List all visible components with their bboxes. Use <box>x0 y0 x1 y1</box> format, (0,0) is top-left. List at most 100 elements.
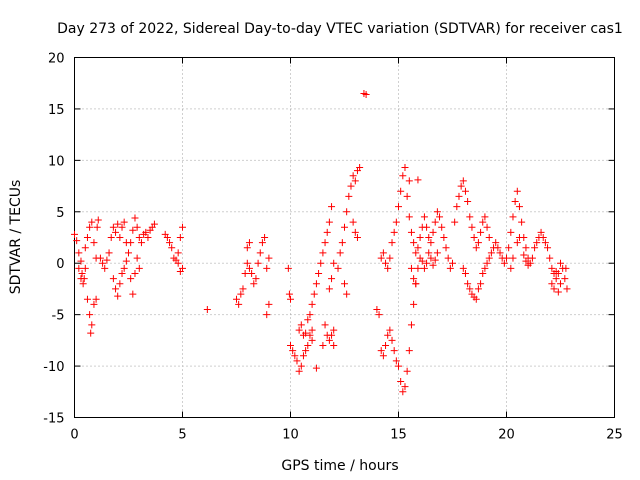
data-point <box>410 300 418 308</box>
data-point <box>297 362 305 370</box>
data-point <box>252 275 260 283</box>
data-point <box>293 357 301 365</box>
data-point <box>472 295 480 303</box>
data-point <box>129 290 137 298</box>
data-point <box>133 254 141 262</box>
data-point <box>386 326 394 334</box>
data-point <box>405 347 413 355</box>
data-point <box>233 295 240 303</box>
data-point <box>142 228 150 236</box>
data-point <box>550 285 558 293</box>
data-point <box>418 257 426 265</box>
data-point <box>306 311 314 319</box>
data-point <box>150 220 158 228</box>
data-point <box>81 264 89 272</box>
data-point <box>481 213 489 221</box>
data-point <box>81 244 89 252</box>
data-point <box>431 256 439 264</box>
data-point <box>243 244 251 252</box>
data-point <box>330 326 338 334</box>
data-point <box>548 280 556 288</box>
data-point <box>86 311 94 319</box>
data-point <box>483 259 491 267</box>
data-point <box>287 295 294 303</box>
data-point <box>330 259 338 267</box>
data-point <box>86 223 94 231</box>
data-point <box>295 326 303 334</box>
data-point <box>379 249 387 257</box>
data-point <box>87 329 95 337</box>
data-point <box>308 300 316 308</box>
data-point <box>254 259 262 267</box>
y-tick-label: 0 <box>56 257 64 272</box>
data-point <box>522 244 530 252</box>
data-point <box>135 264 143 272</box>
data-point <box>90 300 98 308</box>
data-point <box>481 264 489 272</box>
data-point <box>328 203 336 211</box>
data-point <box>429 228 437 236</box>
data-point <box>414 264 422 272</box>
data-point <box>319 342 327 349</box>
data-point <box>325 218 333 226</box>
data-point <box>557 280 564 288</box>
data-point <box>330 342 338 349</box>
data-point <box>509 213 517 221</box>
data-point <box>377 254 385 262</box>
data-point <box>114 220 122 228</box>
data-point <box>304 316 312 324</box>
data-point <box>384 264 392 272</box>
data-point <box>373 306 381 313</box>
data-point <box>412 280 420 288</box>
data-point <box>438 223 446 231</box>
data-point <box>325 285 333 293</box>
data-point <box>425 249 433 257</box>
data-point <box>312 364 320 372</box>
data-point <box>328 275 336 283</box>
data-point <box>323 228 331 236</box>
data-point <box>492 239 500 247</box>
data-point <box>265 254 273 262</box>
data-point <box>347 182 355 190</box>
data-point <box>477 280 485 288</box>
data-point <box>256 249 264 257</box>
data-point <box>319 249 327 257</box>
data-point <box>338 239 346 247</box>
data-point <box>321 321 329 329</box>
data-point <box>310 290 318 298</box>
data-point <box>485 254 493 262</box>
data-point <box>75 249 83 257</box>
x-tick-label: 0 <box>70 428 78 443</box>
data-point <box>468 223 476 231</box>
y-tick-label: -5 <box>52 309 65 324</box>
data-point <box>127 275 135 283</box>
data-point <box>109 223 117 231</box>
data-point <box>93 223 101 231</box>
x-tick-label: 15 <box>390 428 407 443</box>
data-point <box>135 234 143 241</box>
data-point <box>503 254 510 262</box>
data-point <box>334 264 342 272</box>
data-point <box>405 177 413 185</box>
data-point <box>420 264 428 272</box>
grid-lines <box>74 57 615 418</box>
data-point <box>561 275 569 283</box>
data-point <box>312 280 320 288</box>
data-point <box>427 239 435 247</box>
data-point <box>397 378 405 385</box>
data-point <box>513 239 521 247</box>
data-point <box>500 259 508 267</box>
data-point <box>179 223 186 231</box>
data-point <box>533 239 541 247</box>
data-point <box>546 254 554 262</box>
data-point <box>461 270 469 277</box>
data-point <box>474 285 482 293</box>
data-point <box>524 261 532 269</box>
x-tick-label: 5 <box>178 428 186 443</box>
data-point <box>120 264 128 272</box>
data-point <box>470 234 478 241</box>
data-point <box>343 290 351 298</box>
data-point <box>397 187 405 195</box>
data-point <box>127 239 135 247</box>
data-point <box>308 326 316 334</box>
